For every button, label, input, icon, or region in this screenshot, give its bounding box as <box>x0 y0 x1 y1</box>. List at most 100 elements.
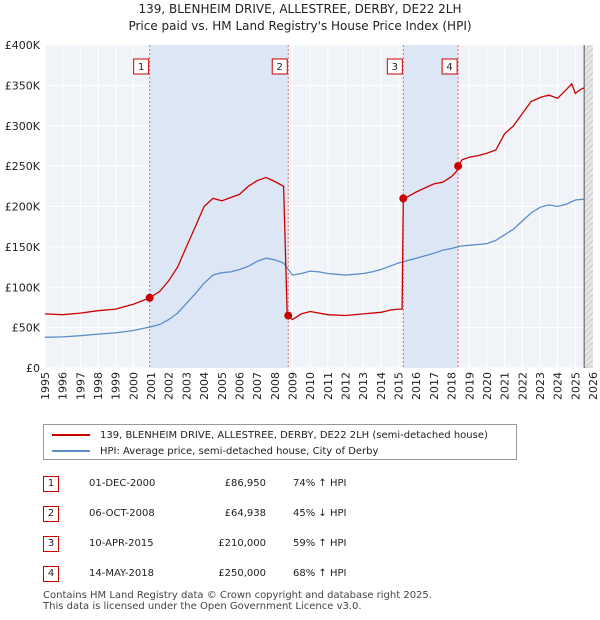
y-tick-label: £150K <box>5 241 41 254</box>
x-tick-label: 1995 <box>39 372 52 400</box>
forecast-hatch <box>584 293 594 304</box>
forecast-hatch <box>584 209 594 220</box>
y-tick-label: £250K <box>5 160 41 173</box>
y-tick-label: £50K <box>12 322 41 335</box>
sale-marker-box-1 <box>133 58 150 75</box>
sale-marker-box-3 <box>386 58 403 75</box>
y-tick-label: £350K <box>5 79 41 92</box>
forecast-hatch <box>584 191 594 202</box>
sale-price: £86,950 <box>224 478 266 489</box>
legend-item-hpi: HPI: Average price, semi-detached house,… <box>52 443 378 459</box>
table-row: 2 06-OCT-2008 £64,938 45% ↓ HPI <box>43 504 463 522</box>
x-tick-label: 2012 <box>340 372 353 400</box>
forecast-hatch <box>584 101 594 112</box>
property-price-line <box>44 82 585 321</box>
forecast-hatch <box>584 305 594 316</box>
x-tick-label: 2009 <box>286 372 299 400</box>
x-tick-label: 2010 <box>304 372 317 400</box>
x-tick-label: 2026 <box>587 372 600 400</box>
forecast-hatch <box>584 53 594 64</box>
forecast-hatch <box>584 83 594 94</box>
forecast-hatch <box>584 221 594 232</box>
sale-hpi-change: 74% ↑ HPI <box>293 478 347 489</box>
sale-point-1 <box>145 293 154 302</box>
forecast-hatch <box>584 329 594 340</box>
x-tick-label: 2019 <box>463 372 476 400</box>
table-row: 3 10-APR-2015 £210,000 59% ↑ HPI <box>43 534 463 552</box>
forecast-hatch <box>584 59 594 70</box>
forecast-hatch <box>584 47 594 58</box>
sale-marker-label-1: 1 <box>138 62 144 73</box>
legend-swatch-hpi <box>52 450 90 452</box>
price-chart: 139, BLENHEIM DRIVE, ALLESTREE, DERBY, D… <box>5 2 600 400</box>
y-tick-label: £100K <box>5 281 41 294</box>
forecast-hatch <box>584 275 594 286</box>
x-tick-label: 2013 <box>357 372 370 400</box>
forecast-hatch <box>584 113 594 124</box>
forecast-hatch <box>584 143 594 154</box>
x-tick-label: 2006 <box>233 372 246 400</box>
sale-number-badge: 3 <box>43 536 59 552</box>
x-tick-label: 1996 <box>57 372 70 400</box>
forecast-hatch <box>584 149 594 160</box>
forecast-hatch <box>584 107 594 118</box>
sale-price: £64,938 <box>224 508 266 519</box>
x-tick-label: 2000 <box>127 372 140 400</box>
forecast-hatch <box>584 119 594 130</box>
x-tick-label: 2015 <box>393 372 406 400</box>
x-tick-label: 2025 <box>569 372 582 400</box>
forecast-hatch <box>584 281 594 292</box>
x-tick-label: 2003 <box>180 372 193 400</box>
series-lines <box>44 82 585 338</box>
y-tick-label: £300K <box>5 120 41 133</box>
forecast-hatch <box>584 155 594 166</box>
forecast-hatch <box>584 179 594 190</box>
x-tick-label: 2021 <box>499 372 512 400</box>
chart-title: 139, BLENHEIM DRIVE, ALLESTREE, DERBY, D… <box>138 2 461 16</box>
forecast-hatch <box>584 185 594 196</box>
forecast-hatch <box>584 347 594 358</box>
forecast-hatch <box>584 215 594 226</box>
sale-point-3 <box>399 194 408 203</box>
forecast-hatch <box>584 335 594 346</box>
sale-date: 10-APR-2015 <box>89 538 154 549</box>
x-tick-label: 2020 <box>481 372 494 400</box>
legend-label-hpi: HPI: Average price, semi-detached house,… <box>100 445 379 457</box>
x-tick-label: 2017 <box>428 372 441 400</box>
forecast-hatch <box>584 239 594 250</box>
hpi-line <box>44 198 585 338</box>
sale-points <box>145 162 463 320</box>
forecast-hatch <box>584 323 594 334</box>
forecast-hatch <box>584 227 594 238</box>
x-tick-label: 2016 <box>410 372 423 400</box>
forecast-hatch <box>584 299 594 310</box>
x-tick-label: 2023 <box>534 372 547 400</box>
chart-subtitle: Price paid vs. HM Land Registry's House … <box>128 19 471 33</box>
x-tick-label: 2007 <box>251 372 264 400</box>
sale-price: £210,000 <box>218 538 266 549</box>
x-axis-ticks: 1995 1996 1997 1998 1999 2000 2001 2002 2003 2004… <box>39 372 600 400</box>
x-tick-label: 2018 <box>446 372 459 400</box>
x-tick-label: 1999 <box>110 372 123 400</box>
forecast-hatch <box>584 353 594 364</box>
legend-label-property: 139, BLENHEIM DRIVE, ALLESTREE, DERBY, D… <box>100 429 488 441</box>
y-tick-label: £200K <box>5 201 41 214</box>
forecast-hatch <box>584 197 594 208</box>
sale-marker-label-2: 2 <box>277 62 283 73</box>
legend: 139, BLENHEIM DRIVE, ALLESTREE, DERBY, D… <box>43 424 517 460</box>
sale-point-2 <box>284 311 293 320</box>
x-tick-label: 2014 <box>375 372 388 400</box>
sale-marker-box-4 <box>441 58 458 75</box>
forecast-hatch <box>584 311 594 322</box>
y-axis-ticks: £0 £50K £100K £150K £200K £250K £300K £350K £400… <box>5 39 41 375</box>
footer-line-1: Contains HM Land Registry data © Crown c… <box>43 590 432 601</box>
sale-date: 01-DEC-2000 <box>89 478 156 489</box>
sale-marker-box-2 <box>271 58 288 75</box>
forecast-hatch <box>584 167 594 178</box>
forecast-hatch <box>584 245 594 256</box>
forecast-hatch <box>584 257 594 268</box>
sale-hpi-change: 45% ↓ HPI <box>293 508 347 519</box>
footer-line-2: This data is licensed under the Open Gov… <box>43 601 362 612</box>
forecast-hatch <box>584 131 594 142</box>
forecast-hatch <box>584 173 594 184</box>
